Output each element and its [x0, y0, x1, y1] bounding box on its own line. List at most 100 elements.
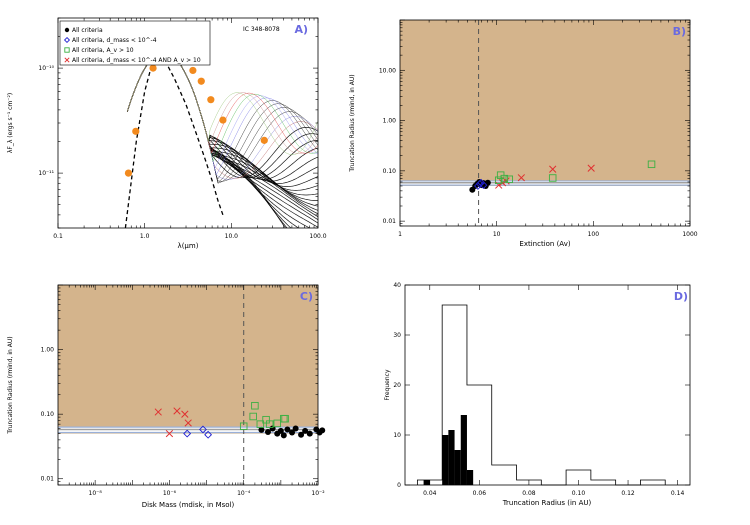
filled-histogram-bar	[466, 470, 474, 485]
photometry-point	[124, 169, 133, 177]
x-tick-label: 1000	[682, 231, 697, 238]
data-point-filled-circle	[264, 428, 271, 435]
x-tick-label: 10	[493, 231, 501, 238]
data-point-square	[273, 419, 282, 428]
panel-c-frame	[57, 284, 319, 486]
panel-c-shading	[58, 285, 318, 485]
data-point-square	[548, 174, 557, 182]
data-point-x	[173, 407, 181, 415]
filled-histogram-bar	[423, 480, 430, 485]
legend-marker-av	[64, 47, 70, 53]
data-point-filled-circle	[484, 179, 491, 186]
legend-marker-dmass-av	[64, 57, 70, 63]
x-tick-label: 10⁻²	[311, 490, 325, 497]
x-tick-label: 10.0	[225, 233, 239, 240]
panel-a-model-curves	[124, 51, 318, 228]
x-tick-label: 0.1	[53, 233, 63, 240]
y-tick-label: 10⁻¹⁰	[38, 65, 54, 72]
photometry-point	[189, 66, 197, 75]
x-tick-label: 0.14	[671, 490, 685, 497]
photometry-point	[132, 127, 140, 135]
model-sed-curve	[126, 51, 318, 207]
legend-entry-av: All criteria, A_v > 10	[72, 47, 134, 54]
filled-histogram-bar	[448, 430, 455, 485]
panel-d-xlabel: Truncation Radius (in AU)	[502, 499, 592, 507]
panel-c-marks	[154, 401, 326, 439]
data-point-x	[165, 429, 174, 438]
panel-a-label: A)	[294, 23, 308, 36]
panel-b-marks	[469, 160, 656, 193]
panel-b-ticks: 1 10 100 1000 0.01 0.10 1.00 10.00	[379, 19, 698, 238]
panel-b-extinction: 1 10 100 1000 0.01 0.10 1.00 10.00 B) Extinctio…	[349, 19, 698, 248]
data-point-square	[265, 420, 274, 428]
data-point-x	[498, 179, 507, 187]
y-tick-label: 0.01	[41, 476, 55, 483]
data-point-x	[517, 174, 525, 182]
data-point-filled-circle	[302, 427, 309, 434]
filled-histogram-bar	[460, 415, 467, 485]
data-point-x	[587, 164, 595, 172]
excluded-region	[58, 285, 318, 434]
data-point-x	[154, 408, 162, 416]
data-point-filled-circle	[280, 432, 287, 439]
legend-marker-dmass	[63, 36, 71, 44]
photometry-point	[197, 77, 205, 85]
excluded-region	[400, 20, 690, 186]
photometry-point	[149, 64, 157, 72]
panel-c-label: C)	[300, 290, 313, 303]
x-tick-label: 0.08	[522, 490, 536, 497]
x-tick-label: 0.04	[423, 490, 437, 497]
panel-b-shading	[400, 20, 690, 226]
y-tick-label: 1.00	[41, 347, 55, 354]
panel-b-xlabel: Extinction (Av)	[519, 240, 570, 248]
panel-d-histogram: 0.04 0.06 0.08 0.10 0.12 0.14 0 10 20 30 40 D) Tru…	[384, 282, 691, 507]
y-tick-label: 10.00	[379, 67, 396, 74]
data-point-square	[505, 175, 514, 184]
y-tick-label: 0.01	[383, 218, 397, 225]
data-point-x	[495, 181, 503, 189]
data-point-filled-circle	[277, 427, 284, 434]
y-tick-label: 30	[393, 332, 401, 339]
data-point-filled-circle	[292, 425, 299, 432]
y-tick-label: 0.10	[383, 168, 397, 175]
data-point-square	[249, 412, 257, 421]
panel-c-xlabel: Disk Mass (mdisk, in Msol)	[142, 501, 235, 509]
panel-b-ylabel: Truncation Radius (rmind, in AU)	[349, 74, 356, 172]
legend-entry-dmass-av: All criteria, d_mass < 10^-4 AND A_v > 1…	[72, 57, 201, 64]
data-point-x	[181, 410, 189, 418]
y-tick-label: 10	[393, 432, 401, 439]
panel-c-ticks: 10⁻⁸ 10⁻⁶ 10⁻⁴ 10⁻² 0.01 0.10 1.00	[41, 284, 325, 497]
x-tick-label: 10⁻⁸	[89, 490, 103, 497]
data-point-square	[647, 160, 656, 169]
data-point-filled-circle	[284, 426, 291, 433]
x-tick-label: 0.10	[572, 490, 586, 497]
y-tick-label: 0.10	[41, 411, 55, 418]
legend-entry-all: All criteria	[72, 27, 103, 34]
panel-c-ylabel: Truncation Radius (rmind, in AU)	[7, 336, 14, 434]
x-tick-label: 0.12	[621, 490, 635, 497]
data-point-x	[549, 165, 557, 173]
model-sed-curve	[126, 51, 288, 228]
x-tick-label: 10⁻⁴	[237, 490, 251, 497]
x-tick-label: 100	[588, 231, 600, 238]
y-tick-label: 20	[393, 382, 401, 389]
data-point-filled-circle	[298, 431, 305, 438]
data-point-square	[239, 422, 248, 430]
data-point-diamond	[475, 179, 484, 188]
model-curve-group	[124, 51, 318, 228]
y-tick-label: 10⁻¹¹	[38, 170, 54, 177]
legend-box	[59, 20, 211, 66]
y-tick-label: 1.00	[383, 118, 397, 125]
data-point-filled-circle	[319, 427, 326, 434]
data-point-filled-circle	[306, 430, 313, 437]
panel-d-ylabel: Frequency	[384, 369, 391, 400]
x-tick-label: 0.06	[473, 490, 487, 497]
filled-histogram-bar	[454, 450, 461, 485]
panel-a-legend: All criteria All criteria, d_mass < 10^-…	[59, 20, 211, 66]
panel-a-subtitle: IC 348-8078	[243, 26, 280, 33]
x-tick-label: 1	[398, 231, 402, 238]
y-tick-label: 0	[397, 482, 401, 489]
panel-b-label: B)	[673, 25, 686, 38]
photometry-point	[260, 136, 268, 144]
panel-d-bars	[416, 304, 666, 486]
